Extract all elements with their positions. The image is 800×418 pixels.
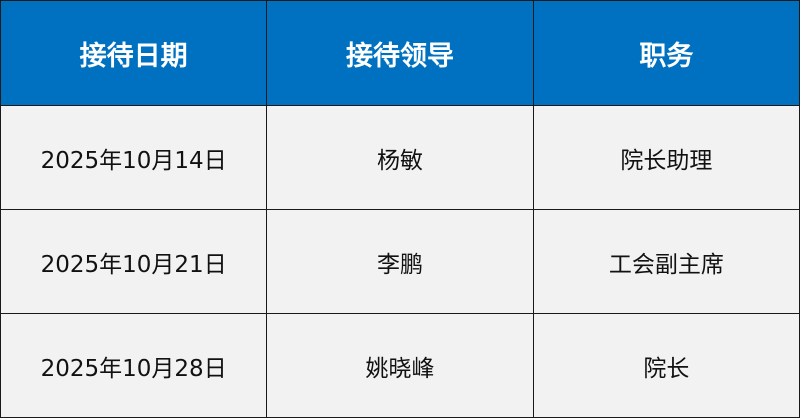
cell-date: 2025年10月21日	[0, 209, 268, 314]
table-row: 2025年10月21日 李鹏 工会副主席	[0, 209, 800, 314]
cell-leader: 姚晓峰	[266, 313, 534, 418]
cell-date: 2025年10月14日	[0, 105, 268, 210]
header-position: 职务	[532, 0, 800, 106]
table-row: 2025年10月28日 姚晓峰 院长	[0, 313, 800, 418]
cell-date: 2025年10月28日	[0, 313, 268, 418]
header-reception-leader: 接待领导	[266, 0, 534, 106]
cell-position: 院长	[532, 313, 800, 418]
cell-leader: 杨敏	[266, 105, 534, 210]
cell-position: 工会副主席	[532, 209, 800, 314]
header-reception-date: 接待日期	[0, 0, 268, 106]
header-row: 接待日期 接待领导 职务	[0, 0, 800, 106]
table-row: 2025年10月14日 杨敏 院长助理	[0, 105, 800, 210]
cell-position: 院长助理	[532, 105, 800, 210]
cell-leader: 李鹏	[266, 209, 534, 314]
